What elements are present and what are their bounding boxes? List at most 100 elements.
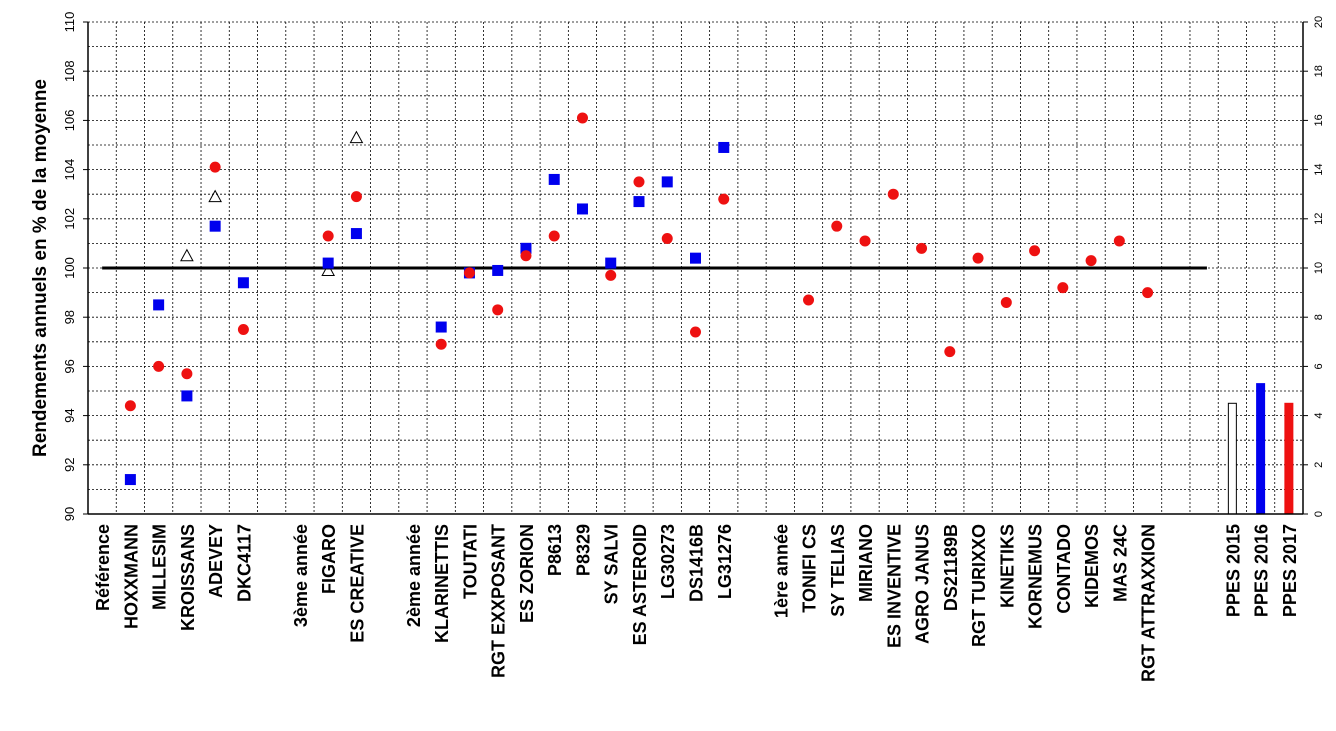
y2-tick-label: 16 (1313, 114, 1325, 126)
y2-tick-label: 4 (1313, 413, 1325, 419)
x-category-label: TONIFI CS (800, 524, 820, 613)
x-category-label: ADEVEY (206, 524, 226, 598)
x-category-label: ES ZORION (517, 524, 537, 623)
x-category-label: 1ère année (771, 524, 791, 618)
y-tick-label: 90 (62, 507, 77, 521)
right-axis-bars (1227, 383, 1294, 515)
point-circle (1113, 235, 1125, 247)
y-tick-label: 104 (62, 159, 77, 181)
point-triangle (321, 263, 336, 276)
x-category-label: RGT EXXPOSANT (489, 524, 509, 678)
point-circle (492, 304, 504, 316)
point-circle (520, 250, 532, 262)
point-circle (548, 230, 560, 242)
point-circle (944, 346, 956, 358)
point-square (548, 173, 560, 185)
point-circle (124, 400, 136, 412)
point-circle (350, 191, 362, 203)
point-square (661, 176, 673, 188)
point-circle (1057, 282, 1069, 294)
x-category-label: KIDEMOS (1082, 524, 1102, 608)
point-square (690, 252, 701, 264)
point-triangle (349, 130, 364, 144)
y-tick-label: 94 (62, 408, 77, 422)
point-circle (605, 269, 617, 281)
y2-tick-label: 2 (1313, 462, 1325, 468)
point-square (492, 264, 504, 276)
x-category-label: MIRIANO (856, 524, 876, 602)
x-axis-labels: Référence HOXXMANN MILLESIM KROISSANS ADEVEY… (93, 524, 1300, 682)
x-category-label: PPES 2017 (1280, 524, 1300, 617)
point-circle (153, 360, 165, 372)
point-square (520, 242, 532, 254)
x-category-label: MAS 24C (1110, 524, 1130, 602)
point-triangle (208, 189, 222, 203)
x-category-label: KORNEMUS (1026, 524, 1046, 629)
point-circle (209, 161, 221, 173)
data-points (124, 112, 1154, 486)
point-square (576, 203, 588, 215)
point-circle (576, 112, 588, 124)
x-category-label: RGT ATTRAXXION (1139, 524, 1159, 682)
point-square (322, 257, 334, 269)
y2-tick-label: 14 (1313, 163, 1325, 175)
x-category-label: 3ème année (291, 524, 311, 627)
secondary-y-axis-ticks: 0 2 4 6 8 10 12 14 16 18 20 (1303, 16, 1325, 517)
point-square (435, 321, 447, 333)
y-tick-label: 96 (62, 359, 77, 373)
x-category-label: CONTADO (1054, 524, 1074, 614)
point-square (633, 196, 645, 208)
point-circle (322, 230, 334, 242)
point-circle (1029, 245, 1041, 257)
point-square (181, 390, 193, 402)
point-square (350, 228, 362, 240)
x-category-label: TOUTATI (460, 524, 480, 599)
x-category-label: PPES 2015 (1223, 524, 1243, 617)
bar-ppes-2016 (1256, 383, 1266, 515)
x-category-label: RGT TURIXXO (969, 524, 989, 647)
y2-tick-label: 10 (1313, 262, 1325, 274)
x-category-label: KLARINETTIS (432, 524, 452, 643)
x-category-label: DKC4117 (234, 524, 254, 602)
x-category-label: LG31276 (715, 524, 735, 599)
x-category-label: FIGARO (319, 524, 339, 594)
point-circle (633, 176, 645, 188)
y-tick-label: 92 (62, 458, 77, 472)
x-category-label: SY SALVI (602, 524, 622, 604)
point-circle (1085, 255, 1097, 267)
y-axis-ticks: 90 92 94 96 98 100 102 104 106 108 110 (62, 12, 88, 521)
y-tick-label: 108 (62, 60, 77, 82)
x-category-label: Référence (93, 524, 113, 611)
x-category-label: DS1416B (687, 524, 707, 602)
y-tick-label: 100 (62, 257, 77, 279)
y2-tick-label: 8 (1313, 314, 1325, 320)
point-square (153, 299, 165, 311)
point-square (605, 257, 617, 269)
y-tick-label: 102 (62, 208, 77, 230)
point-circle (463, 267, 475, 279)
point-square (237, 277, 249, 289)
point-circle (690, 326, 701, 338)
y-tick-label: 106 (62, 110, 77, 132)
point-circle (237, 324, 249, 335)
x-category-label: KROISSANS (178, 524, 198, 631)
y2-tick-label: 18 (1313, 65, 1325, 77)
y2-tick-label: 6 (1313, 363, 1325, 369)
x-category-label: DS21189B (941, 524, 961, 611)
point-square (209, 220, 221, 232)
x-category-label: PPES 2016 (1252, 524, 1272, 617)
x-category-label: P8613 (545, 524, 565, 576)
x-category-label: P8329 (573, 524, 593, 576)
y2-tick-label: 0 (1313, 511, 1325, 517)
y-tick-label: 98 (62, 310, 77, 324)
x-category-label: LG30273 (658, 524, 678, 599)
point-circle (661, 232, 673, 244)
x-category-label: SY TELIAS (828, 524, 848, 617)
bar-ppes-2015 (1227, 402, 1237, 515)
y-tick-label: 110 (62, 12, 77, 33)
bar-ppes-2017 (1284, 402, 1294, 515)
x-category-label: 2ème année (404, 524, 424, 627)
y-axis-title: Rendements annuels en % de la moyenne (30, 79, 51, 457)
x-category-label: KINETIKS (997, 524, 1017, 608)
